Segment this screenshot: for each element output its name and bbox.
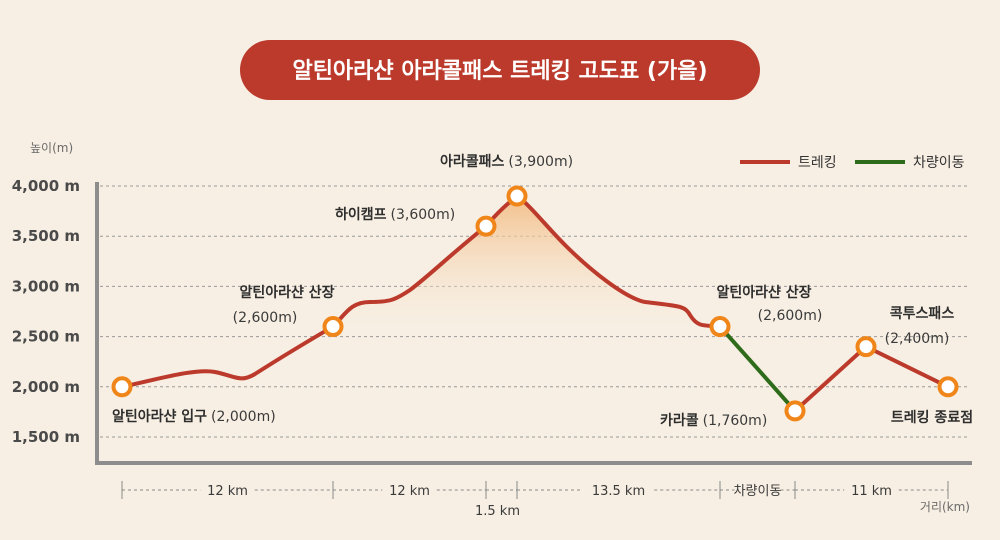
legend-label-vehicle: 차량이동 — [913, 155, 965, 171]
legend-label-trekking: 트레킹 — [798, 155, 837, 171]
y-tick-label: 3,000 m — [12, 277, 80, 295]
waypoint-labels: 알틴아라샨 입구 (2,000m) 알틴아라샨 산장 (2,600m) 하이캠프(… — [112, 153, 973, 429]
segment-label: 13.5 km — [592, 484, 645, 499]
segment-label: 11 km — [851, 484, 892, 499]
waypoint-marker — [784, 400, 806, 422]
y-tick-label: 1,500 m — [12, 428, 80, 446]
label-koktus-pass-elev: (2,400m) — [885, 331, 950, 347]
y-tick-labels: 4,000 m 3,500 m 3,000 m 2,500 m 2,000 m 1,500… — [12, 177, 80, 446]
label-koktus-pass-name: 콕투스패스 — [890, 306, 955, 322]
label-altyn-hut-1-name: 알틴아라샨 산장 — [239, 284, 334, 301]
segment-label: 차량이동 — [734, 484, 782, 499]
x-unit-label: 거리(km) — [920, 500, 970, 514]
label-altyn-hut-1-elev: (2,600m) — [233, 310, 298, 326]
y-tick-label: 2,500 m — [12, 328, 80, 346]
y-tick-label: 2,000 m — [12, 378, 80, 396]
label-high-camp: 하이캠프 (3,600m) — [335, 206, 455, 223]
trek-line-final — [793, 344, 949, 413]
waypoint-marker — [111, 376, 133, 398]
waypoints — [111, 185, 959, 422]
chart-title: 알틴아라샨 아라콜패스 트레킹 고도표 (가을) — [292, 59, 707, 84]
label-altyn-entrance: 알틴아라샨 입구 (2,000m) — [112, 408, 276, 425]
y-tick-label: 4,000 m — [12, 177, 80, 195]
segment-label: 12 km — [389, 484, 430, 499]
chart-axes — [95, 182, 972, 465]
label-altyn-hut-2-elev: (2,600m) — [758, 308, 823, 324]
waypoint-marker — [855, 336, 877, 358]
label-karakol: 카라콜 (1,760m) — [660, 413, 767, 429]
title-banner — [240, 40, 760, 100]
label-altyn-hut-2-name: 알틴아라샨 산장 — [716, 284, 811, 301]
waypoint-marker — [937, 376, 959, 398]
legend: 트레킹 차량이동 — [740, 155, 965, 171]
waypoint-marker — [506, 185, 528, 207]
waypoint-marker — [475, 215, 497, 237]
trek-line-main — [121, 194, 721, 389]
segment-label: 1.5 km — [475, 504, 520, 519]
waypoint-marker — [709, 316, 731, 338]
y-tick-label: 3,500 m — [12, 227, 80, 245]
waypoint-marker — [322, 316, 344, 338]
label-ala-kul-pass: 아라콜패스 (3,900m) — [440, 153, 573, 170]
distance-segments: 12 km 12 km 1.5 km 13.5 km 차량이동 11 km — [121, 481, 949, 519]
vehicle-line — [718, 325, 797, 413]
label-trek-end: 트레킹 종료점 — [891, 409, 973, 426]
y-unit-label: 높이(m) — [30, 141, 73, 155]
segment-label: 12 km — [207, 484, 248, 499]
